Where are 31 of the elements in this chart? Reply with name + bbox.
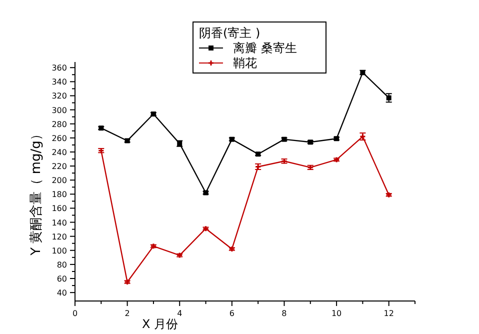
legend-label: 离瓣 桑寄生 — [233, 41, 297, 55]
y-tick-label: 280 — [52, 120, 67, 129]
x-tick-label: 2 — [124, 309, 130, 318]
y-tick-label: 240 — [52, 148, 67, 157]
x-tick-label: 8 — [282, 309, 287, 318]
x-tick-label: 0 — [72, 309, 78, 318]
x-tick-label: 10 — [331, 309, 342, 318]
y-tick-label: 200 — [52, 176, 67, 186]
y-tick-label: 320 — [52, 92, 67, 101]
y-tick-label: 180 — [52, 190, 67, 200]
y-tick-label: 300 — [52, 106, 67, 115]
y-tick-label: 340 — [52, 78, 67, 87]
y-axis-title: Y 黄酮含量（ mg/g） — [29, 128, 44, 256]
y-tick-label: 260 — [52, 134, 67, 143]
x-tick-label: 12 — [384, 309, 394, 318]
y-tick-label: 120 — [52, 232, 67, 242]
legend-title: 阴香(寄主 ) — [199, 26, 260, 40]
x-tick-label: 6 — [229, 309, 234, 318]
y-tick-label: 100 — [52, 246, 67, 256]
y-tick-label: 360 — [52, 64, 67, 73]
y-tick-label: 60 — [56, 274, 67, 284]
y-tick-label: 140 — [52, 218, 67, 228]
x-axis-title: X 月份 — [142, 317, 178, 331]
y-tick-label: 40 — [56, 288, 67, 298]
legend-label: 鞘花 — [233, 56, 257, 70]
x-tick-label: 4 — [177, 309, 182, 318]
point — [124, 278, 131, 286]
y-tick-label: 220 — [52, 162, 67, 172]
point — [150, 242, 157, 250]
y-tick-label: 160 — [52, 204, 67, 214]
y-tick-label: 80 — [56, 260, 67, 270]
